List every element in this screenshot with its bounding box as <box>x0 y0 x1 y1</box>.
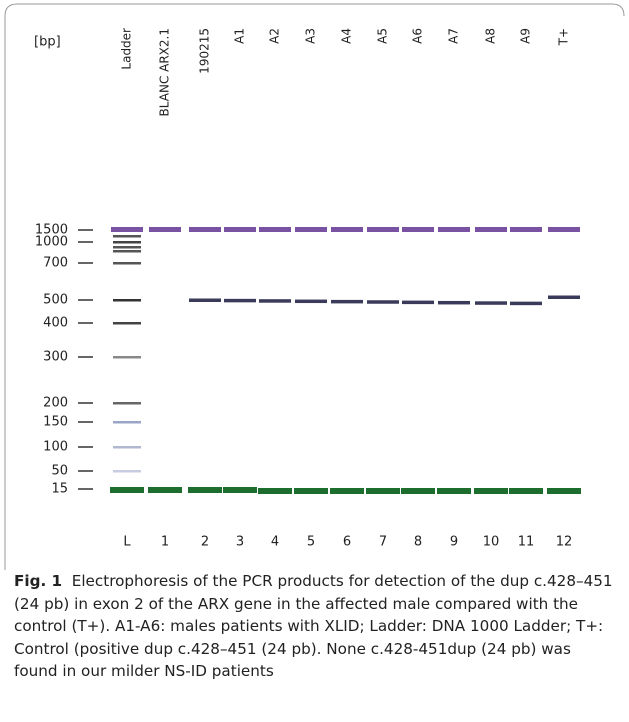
band-bottom <box>401 488 435 494</box>
lane-number: 6 <box>343 535 351 550</box>
band-top <box>475 227 507 232</box>
lane-label: Ladder <box>120 28 134 70</box>
band-top <box>149 227 181 232</box>
band-top <box>295 227 327 232</box>
lane-number: 11 <box>518 535 535 550</box>
lane-number: 3 <box>236 535 244 550</box>
gel-figure: [bp] 150010007005004003002001501005015La… <box>0 0 629 570</box>
frame <box>5 4 624 570</box>
band-top <box>189 227 221 232</box>
band-bottom <box>110 487 144 493</box>
ladder-band <box>113 470 141 473</box>
caption: Fig. 1 Electrophoresis of the PCR produc… <box>14 570 619 683</box>
lane-number: 12 <box>556 535 573 550</box>
band-top <box>111 227 143 232</box>
size-marker-label: 200 <box>43 396 68 411</box>
band-top <box>259 227 291 232</box>
product-band <box>259 299 291 303</box>
product-band <box>189 299 221 303</box>
product-band <box>402 301 434 305</box>
band-bottom <box>547 488 581 494</box>
ladder-band <box>113 402 141 405</box>
band-top <box>224 227 256 232</box>
lane-label: A1 <box>233 28 247 44</box>
band-top <box>331 227 363 232</box>
lane-number: 7 <box>379 535 387 550</box>
band-bottom <box>366 488 400 494</box>
ladder-band <box>113 262 141 265</box>
ladder-band <box>113 235 141 238</box>
ladder-band <box>113 446 141 449</box>
band-bottom <box>223 487 257 493</box>
band-bottom <box>509 488 543 494</box>
size-marker-label: 150 <box>43 415 68 430</box>
size-marker-label: 500 <box>43 293 68 308</box>
band-top <box>367 227 399 232</box>
band-top <box>438 227 470 232</box>
band-bottom <box>258 488 292 494</box>
ladder-band <box>113 246 141 249</box>
product-band <box>367 300 399 304</box>
lane-number: 10 <box>483 535 500 550</box>
ladder-band <box>113 241 141 244</box>
ladder-band <box>113 322 141 325</box>
lane-number: 2 <box>201 535 209 550</box>
lane-label: A6 <box>411 28 425 44</box>
ladder-band <box>113 250 141 253</box>
product-band <box>224 299 256 303</box>
product-band <box>295 300 327 304</box>
band-bottom <box>188 487 222 493</box>
band-bottom <box>330 488 364 494</box>
band-bottom <box>474 488 508 494</box>
lane-label: A2 <box>268 28 282 44</box>
band-bottom <box>437 488 471 494</box>
size-marker-label: 700 <box>43 256 68 271</box>
size-marker-label: 400 <box>43 316 68 331</box>
caption-text: Electrophoresis of the PCR products for … <box>14 572 613 680</box>
lane-label: A9 <box>519 28 533 44</box>
caption-label: Fig. 1 <box>14 572 62 590</box>
band-top <box>510 227 542 232</box>
lane-number: 9 <box>450 535 458 550</box>
lane-number: L <box>123 535 131 550</box>
product-band <box>510 302 542 306</box>
band-top <box>402 227 434 232</box>
band-bottom <box>148 487 182 493</box>
ladder-band <box>113 356 141 359</box>
lane-number: 4 <box>271 535 279 550</box>
lane-label: A3 <box>304 28 318 44</box>
lane-number: 8 <box>414 535 422 550</box>
size-marker-label: 300 <box>43 350 68 365</box>
band-top <box>548 227 580 232</box>
product-band <box>331 300 363 304</box>
size-marker-label: 50 <box>51 464 68 479</box>
lane-label: 190215 <box>198 28 212 74</box>
product-band <box>475 301 507 305</box>
page: [bp] 150010007005004003002001501005015La… <box>0 0 629 722</box>
size-marker-label: 1000 <box>35 235 68 250</box>
lane-label: A5 <box>376 28 390 44</box>
lane-label: A7 <box>447 28 461 44</box>
size-marker-label: 15 <box>51 482 68 497</box>
ladder-band <box>113 299 141 302</box>
unit-label: [bp] <box>34 35 61 50</box>
product-band <box>438 301 470 305</box>
lane-number: 5 <box>307 535 315 550</box>
band-bottom <box>294 488 328 494</box>
lane-label: A4 <box>340 28 354 44</box>
size-marker-label: 100 <box>43 440 68 455</box>
ladder-band <box>113 421 141 424</box>
lane-label: BLANC ARX2.1 <box>158 28 172 116</box>
product-band <box>548 296 580 300</box>
lane-number: 1 <box>161 535 169 550</box>
lane-label: T+ <box>557 28 571 46</box>
lane-label: A8 <box>484 28 498 44</box>
